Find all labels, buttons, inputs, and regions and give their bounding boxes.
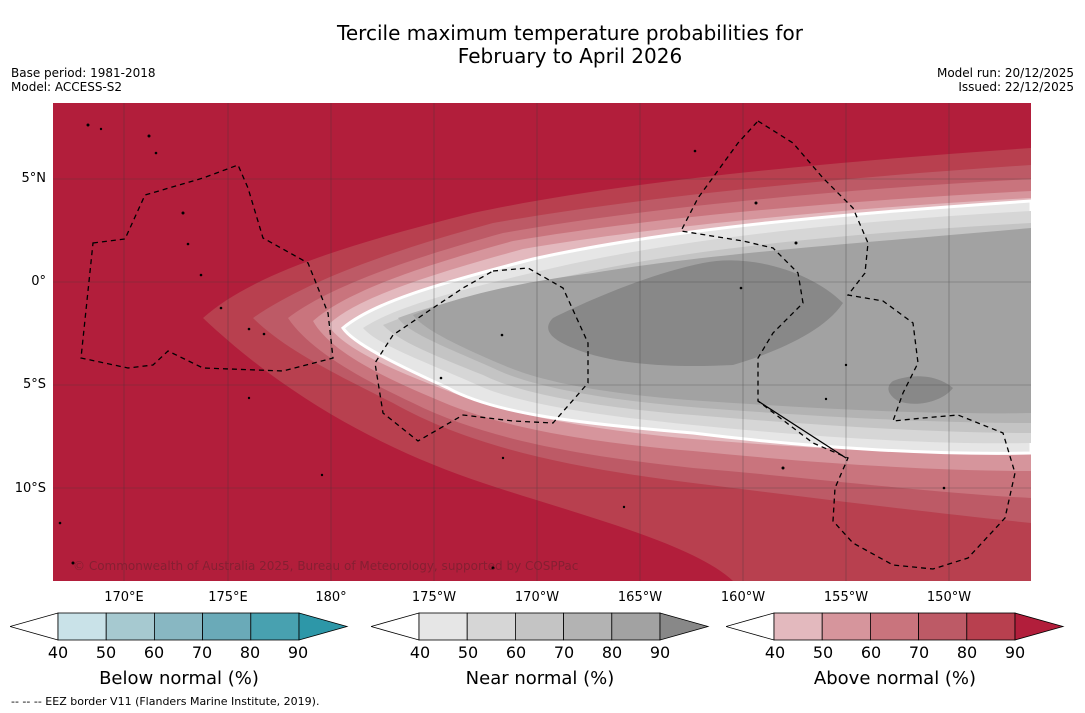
issued-date: Issued: 22/12/2025 [958,80,1074,94]
colorbar-swatch [466,612,516,641]
colorbar-swatch [918,612,968,641]
tick-label: 70 [553,643,575,662]
base-period: Base period: 1981-2018 [11,66,156,80]
colorbar-swatch [773,612,823,641]
map-svg [53,103,1031,581]
tick-label: 80 [239,643,261,662]
colorbar-below-normal-max-arrow [298,612,349,641]
tick-label: 40 [764,643,786,662]
lat-label-0: 0° [31,274,46,289]
colorbar-swatch [202,612,252,641]
colorbar-above-normal-max-arrow [1014,612,1065,641]
colorbar-near-normal-min-arrow [369,612,420,641]
lon-label-175e: 175°E [208,590,248,605]
tick-label: 80 [601,643,623,662]
tick-label: 60 [505,643,527,662]
colorbar-swatch [105,612,155,641]
tick-label: 70 [908,643,930,662]
colorbar-swatch [57,612,107,641]
near-normal-90-patch [888,376,953,404]
colorbar-near-normal [369,612,710,641]
tick-label: 50 [457,643,479,662]
legend-near-normal: 40 50 60 70 80 90 Near normal (%) [369,612,711,689]
colorbar-swatch [153,612,203,641]
lat-label-10s: 10°S [14,481,46,496]
eez-borders [80,120,1016,570]
eez-footnote: -- -- -- EEZ border V11 (Flanders Marine… [11,695,320,708]
legend-above-normal: 40 50 60 70 80 90 Above normal (%) [724,612,1066,689]
colorbar-swatch [821,612,871,641]
tick-label: 90 [649,643,671,662]
lon-label-170w: 170°W [514,590,560,605]
tick-label: 40 [47,643,69,662]
islands [58,123,946,570]
lon-label-160w: 160°W [720,590,766,605]
graticule [53,103,1031,581]
colorbar-above-normal [724,612,1065,641]
colorbar-swatch [563,612,613,641]
colorbar-above-normal-min-arrow [724,612,775,641]
tick-label: 40 [409,643,431,662]
tick-label: 50 [95,643,117,662]
tick-label: 50 [812,643,834,662]
eez-border-kiribati-gilbert [80,164,334,372]
lon-label-180: 180° [315,590,347,605]
tick-label: 80 [956,643,978,662]
colorbar-swatch [514,612,564,641]
lon-label-170e: 170°E [104,590,144,605]
legend-label-above-normal: Above normal (%) [813,668,977,689]
tick-label: 60 [143,643,165,662]
legend-label-near-normal: Near normal (%) [465,668,615,689]
colorbar-below-normal-min-arrow [8,612,59,641]
colorbar-near-normal-max-arrow [659,612,710,641]
tick-label: 90 [287,643,309,662]
lat-label-5n: 5°N [21,171,47,186]
eez-border-kiribati-line [680,120,1016,570]
eez-border-kiribati-phoenix [374,267,589,442]
boundary-line [757,400,847,459]
tick-label: 90 [1004,643,1026,662]
legend-below-normal: 40 50 60 70 80 90 Below normal (%) [8,612,350,689]
chart-title: Tercile maximum temperature probabilitie… [0,22,1085,68]
title-line-1: Tercile maximum temperature probabilitie… [337,21,803,45]
colorbar-swatch [418,612,468,641]
copyright-notice: © Commonwealth of Australia 2025, Bureau… [73,559,579,573]
colorbar-swatch [250,612,300,641]
colorbar-swatch [611,612,661,641]
lon-label-155w: 155°W [823,590,869,605]
colorbar-swatch [869,612,919,641]
meta-left: Base period: 1981-2018 Model: ACCESS-S2 [11,66,156,94]
tick-label: 70 [191,643,213,662]
lon-label-175w: 175°W [411,590,457,605]
lon-label-165w: 165°W [617,590,663,605]
model-run: Model run: 20/12/2025 [936,66,1074,80]
tick-label: 60 [860,643,882,662]
title-line-2: February to April 2026 [457,44,683,68]
colorbar-swatch [966,612,1016,641]
probability-map[interactable] [53,103,1031,581]
meta-right: Model run: 20/12/2025 Issued: 22/12/2025 [937,66,1074,94]
lat-label-5s: 5°S [22,377,46,392]
model-name: Model: ACCESS-S2 [11,80,123,94]
colorbar-below-normal [8,612,349,641]
lon-label-150w: 150°W [926,590,972,605]
legend-label-below-normal: Below normal (%) [99,668,259,689]
